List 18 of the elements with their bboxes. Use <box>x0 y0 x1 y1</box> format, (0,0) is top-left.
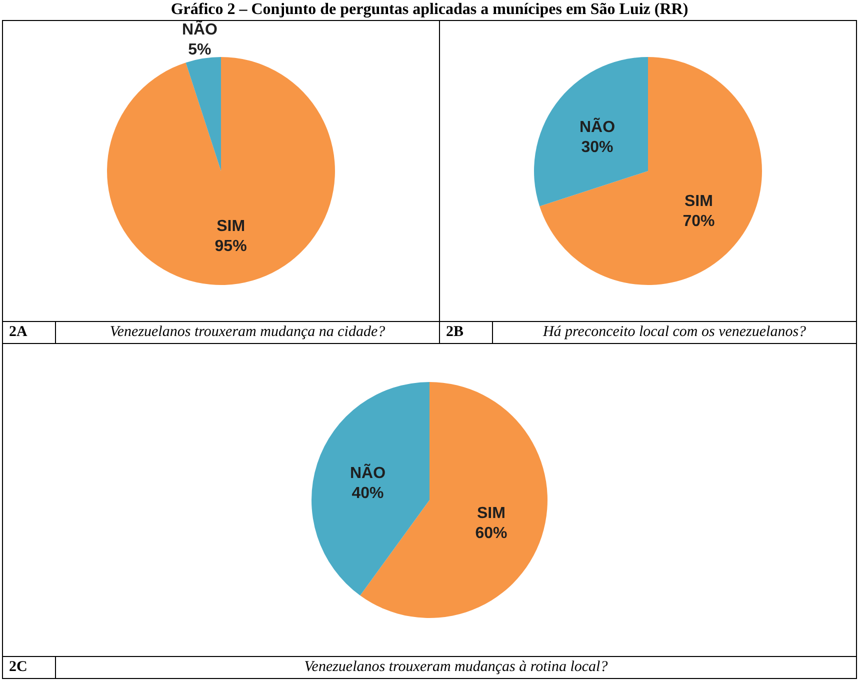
text: 2A <box>3 322 56 343</box>
data-label: 5% <box>188 42 212 59</box>
text: 2C <box>3 657 56 678</box>
data-label: 60% <box>475 525 508 542</box>
slice-label: SIM <box>684 192 713 210</box>
text: Venezuelanos trouxeram mudanças à rotina local? <box>303 658 609 677</box>
text: 2B <box>440 322 493 343</box>
data-label: 30% <box>581 139 614 156</box>
data-label: 70% <box>682 212 715 230</box>
text: Venezuelanos trouxeram mudança na cidade? <box>108 323 386 342</box>
data-label: 95% <box>214 238 247 255</box>
slice-label: NÃO <box>350 462 386 482</box>
data-label: 40% <box>352 484 384 502</box>
text: Gráfico 2 – Conjunto de perguntas aplicadas a munícipes em São Luiz (RR) <box>170 0 690 20</box>
slice-label: NÃO <box>579 117 616 136</box>
text: Há preconceito local com os venezuelanos? <box>542 323 808 342</box>
slice-label: SIM <box>476 505 506 522</box>
slice-label: SIM <box>216 218 246 235</box>
